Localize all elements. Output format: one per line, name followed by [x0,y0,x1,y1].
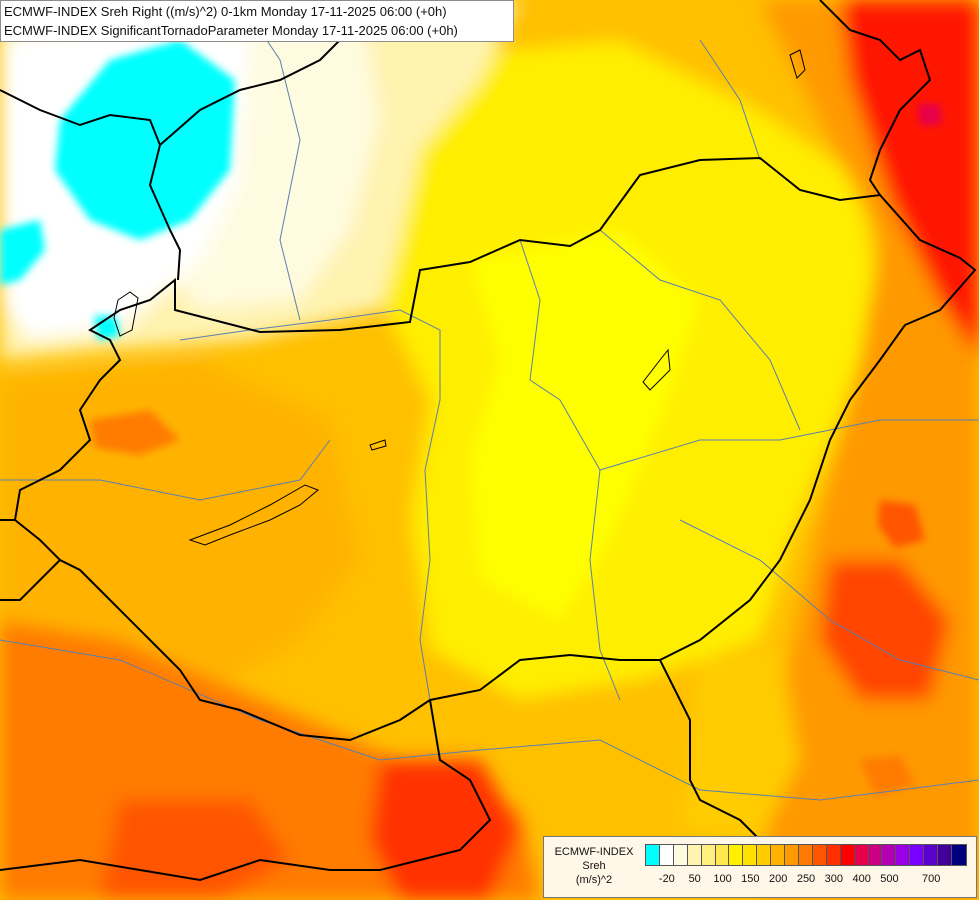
field-details [0,40,942,795]
legend-tick-label: 150 [741,873,760,885]
field-bright-yellow [470,230,700,620]
legend-swatch [659,845,674,865]
legend-swatch [798,845,813,865]
legend-swatch [771,845,786,865]
legend-swatch [743,845,758,865]
legend-swatch [910,845,925,865]
legend-swatch [729,845,744,865]
legend-tick-label: 250 [796,873,816,885]
legend-swatch [868,845,883,865]
legend-swatch [646,845,660,865]
legend-tick-label: 700 [922,873,941,885]
legend-swatch [812,845,827,865]
lake-small-1 [369,439,387,451]
color-legend: ECMWF-INDEX Sreh (m/s)^2 -20 50 100 150 200 2… [543,836,977,898]
legend-title: ECMWF-INDEX Sreh (m/s)^2 [546,845,642,887]
field-red-sw2 [100,800,290,900]
field-red-sw [370,760,520,900]
legend-tick-label: 400 [852,873,871,885]
legend-ticks: -20 50 100 150 200 250 300 400 500 700 [645,873,975,887]
legend-swatch [826,845,841,865]
red-spot-e [878,500,925,548]
border-ne [819,0,932,196]
legend-swatches [645,844,967,866]
legend-swatch [757,845,772,865]
header-line-1: ECMWF-INDEX Sreh Right ((m/s)^2) 0-1km M… [4,4,447,19]
border-north [0,89,182,281]
legend-swatch [715,845,730,865]
map-header: ECMWF-INDEX Sreh Right ((m/s)^2) 0-1km M… [0,0,514,42]
legend-tick-label: 500 [880,873,899,885]
deep-orange-w [90,410,180,455]
cyan-zone-1 [55,40,235,240]
legend-swatch [924,845,939,865]
border-hungary [13,156,977,742]
legend-swatch [840,845,855,865]
lake-balaton [188,484,319,546]
legend-tick-label: 200 [768,873,788,885]
rivers [0,0,979,801]
legend-tick-label: -20 [658,873,675,885]
magenta-spot [918,104,942,126]
legend-swatch [701,845,716,865]
border-w [0,559,61,601]
legend-swatch [896,845,911,865]
legend-tick-label: 100 [713,873,732,885]
legend-swatch [938,845,952,865]
legend-tick-label: 300 [824,873,843,885]
field-orange-west [0,360,360,720]
legend-swatch [673,845,688,865]
field-orange-se [680,650,800,840]
legend-title-variable: Sreh [582,860,606,872]
lakes [113,49,806,546]
lake-neusiedl [113,291,139,337]
legend-swatch [882,845,897,865]
legend-swatch [854,845,869,865]
header-line-2: ECMWF-INDEX SignificantTornadoParameter … [4,23,458,38]
cyan-zone-2 [0,220,45,285]
legend-swatch [785,845,799,865]
legend-tick-label: 50 [688,873,701,885]
field-red-ne [840,0,979,360]
legend-title-model: ECMWF-INDEX [554,846,634,858]
legend-swatch [687,845,702,865]
lake-small-2 [642,348,671,391]
legend-title-unit: (m/s)^2 [575,874,613,886]
legend-swatch [951,845,966,865]
field-red-east [820,560,950,700]
lake-small-3 [789,49,806,79]
deep-orange-e2 [860,755,915,795]
border-south [0,699,492,882]
